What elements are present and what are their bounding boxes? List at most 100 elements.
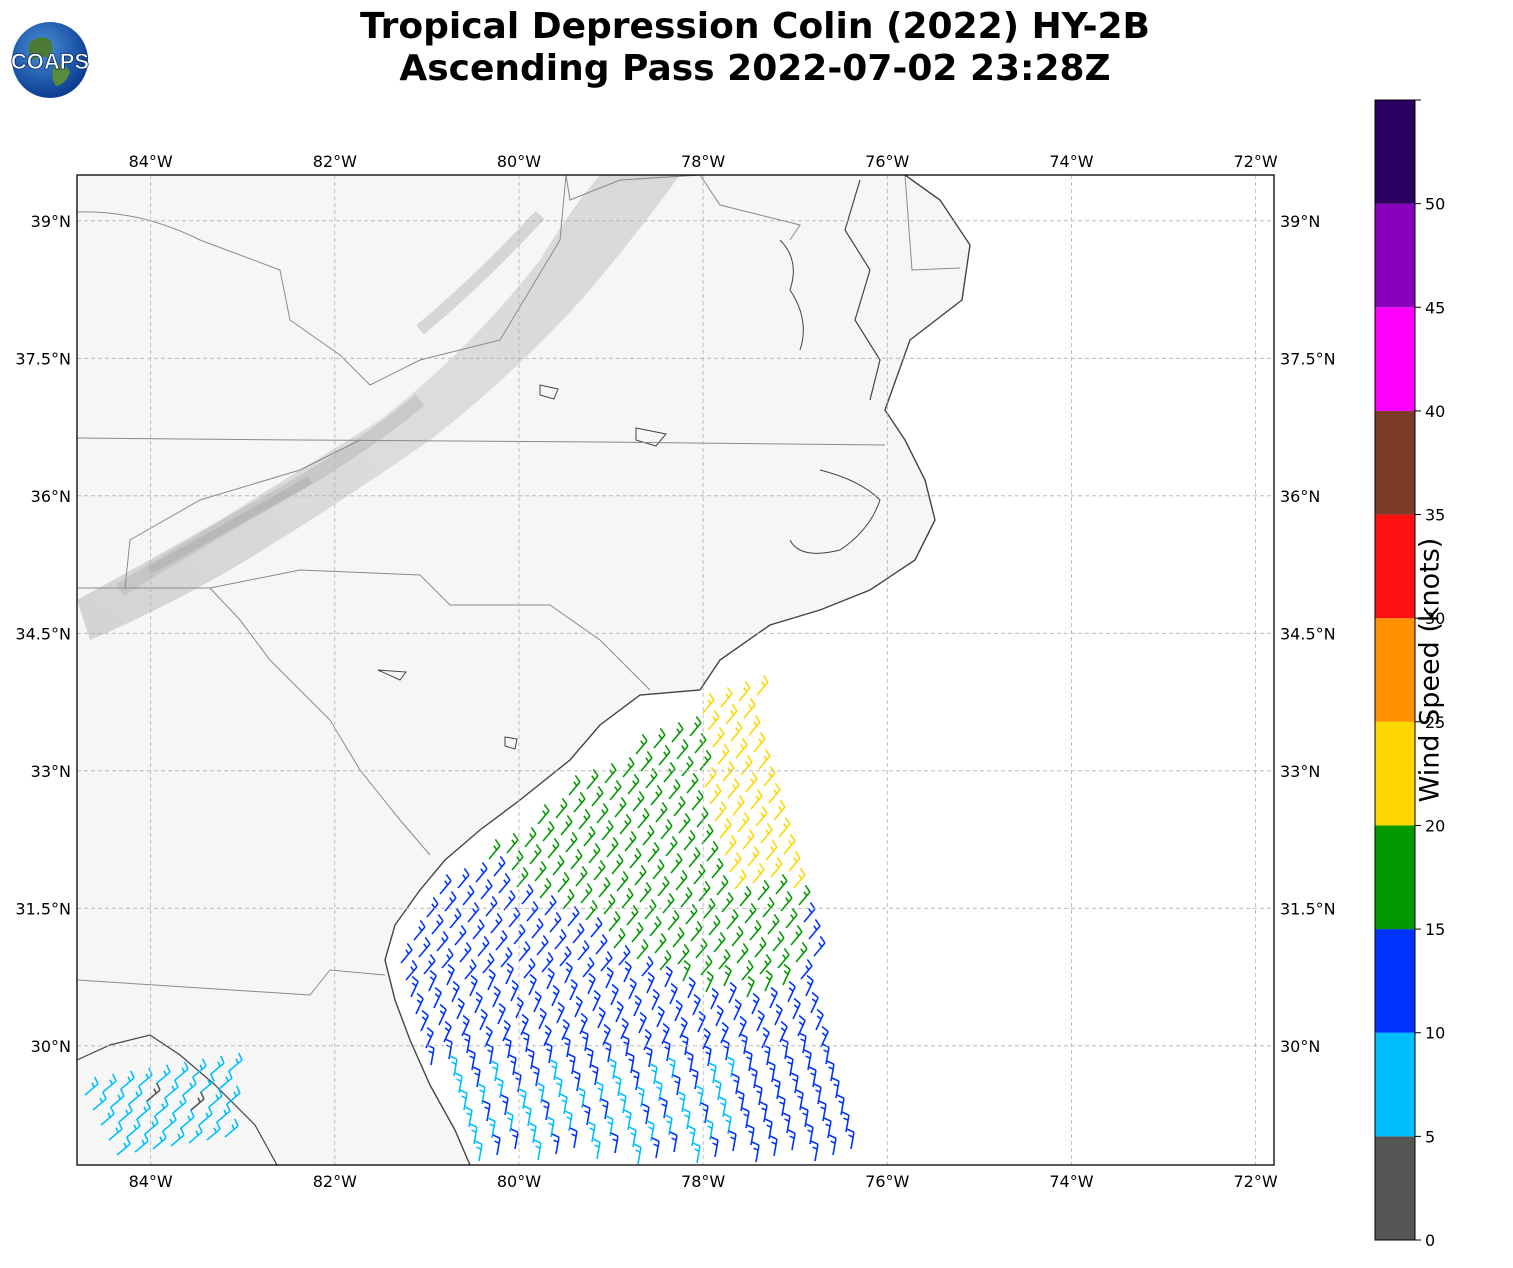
- wind-barb: [631, 1069, 640, 1091]
- lon-tick-label-bottom: 84°W: [129, 1172, 173, 1191]
- wind-barb: [479, 1008, 488, 1031]
- wind-barb: [444, 890, 457, 912]
- wind-barb: [683, 829, 696, 851]
- wind-barb: [582, 1104, 591, 1126]
- wind-barb: [706, 840, 719, 862]
- wind-barb: [474, 991, 483, 1014]
- wind-barb: [585, 1047, 594, 1069]
- wind-barb: [518, 1088, 527, 1110]
- wind-barb: [719, 817, 732, 839]
- wind-barb: [813, 935, 826, 957]
- wind-barb: [534, 860, 547, 882]
- wind-barb: [628, 977, 637, 1000]
- wind-barb: [446, 963, 455, 986]
- colorbar-tick-label: 50: [1425, 195, 1445, 214]
- colorbar-tick-label: 45: [1425, 298, 1445, 317]
- wind-barb: [454, 1072, 463, 1094]
- figure-title-line2: Ascending Pass 2022-07-02 23:28Z: [399, 48, 1111, 89]
- colorbar-tick-label: 5: [1425, 1127, 1435, 1146]
- wind-barb: [591, 785, 604, 807]
- wind-barb: [621, 887, 634, 909]
- wind-barb: [733, 998, 742, 1021]
- wind-barb: [462, 1032, 471, 1054]
- wind-barb: [790, 1072, 799, 1094]
- wind-barb: [765, 839, 778, 861]
- wind-barb: [523, 1105, 532, 1127]
- wind-barb: [744, 1050, 753, 1072]
- wind-barb: [700, 954, 713, 976]
- colorbar-tick-label: 35: [1425, 506, 1445, 525]
- wind-barb: [120, 1070, 135, 1090]
- wind-barb: [498, 872, 511, 894]
- wind-barb: [749, 1067, 758, 1089]
- lat-tick-label-left: 34.5°N: [15, 624, 71, 643]
- wind-barb: [808, 918, 821, 940]
- wind-barb: [626, 1052, 635, 1074]
- wind-barb: [628, 1126, 637, 1148]
- wind-barb: [418, 936, 431, 958]
- map-frame: [76, 174, 1275, 1166]
- wind-barb: [531, 1065, 540, 1087]
- wind-barb: [731, 1073, 740, 1095]
- wind-barb: [703, 1045, 712, 1067]
- wind-barb: [846, 1128, 855, 1150]
- wind-barb: [451, 980, 460, 1003]
- wind-barb: [668, 778, 681, 800]
- wind-barb: [577, 1087, 586, 1109]
- wind-barb: [805, 974, 814, 997]
- wind-barb: [658, 744, 671, 766]
- wind-barb: [782, 963, 791, 986]
- wind-barb: [660, 818, 673, 840]
- wind-barb: [738, 680, 751, 702]
- wind-barb: [670, 852, 683, 874]
- wind-barb: [662, 1040, 671, 1062]
- map-gridlines: [77, 175, 1274, 1165]
- wind-barb: [482, 952, 495, 974]
- wind-barb: [555, 797, 568, 819]
- wind-barb: [675, 869, 688, 891]
- wind-barb: [787, 980, 796, 1003]
- wind-barb: [828, 1134, 837, 1156]
- wind-barb: [608, 910, 621, 932]
- wind-barb: [449, 907, 462, 929]
- wind-barb: [420, 1009, 429, 1032]
- wind-barb: [464, 958, 477, 980]
- wind-barb: [713, 931, 726, 953]
- wind-barb: [539, 877, 552, 899]
- wind-barb: [651, 1137, 660, 1159]
- wind-barb: [702, 692, 715, 714]
- wind-barb: [604, 762, 617, 784]
- wind-barb: [810, 991, 819, 1014]
- wind-barb: [487, 1117, 496, 1139]
- wind-barb: [559, 945, 572, 967]
- wind-barb: [588, 842, 601, 864]
- wind-barb: [769, 1135, 778, 1157]
- wind-barb: [598, 876, 611, 898]
- colorbar-bin: [1375, 100, 1415, 204]
- wind-barb: [554, 1076, 563, 1098]
- wind-barb: [472, 918, 485, 940]
- wind-barb: [467, 901, 480, 923]
- colorbar-bin: [1375, 203, 1415, 308]
- wind-barb: [144, 1115, 159, 1135]
- wind-barb: [490, 912, 503, 934]
- wind-barb: [531, 917, 544, 939]
- wind-barb: [565, 831, 578, 853]
- wind-barb: [126, 1118, 141, 1138]
- wind-barb: [92, 1091, 107, 1111]
- wind-barb: [614, 796, 627, 818]
- wind-barb: [730, 720, 743, 742]
- wind-barb: [564, 1110, 573, 1132]
- wind-barb: [728, 1130, 737, 1152]
- wind-barb: [528, 1122, 537, 1144]
- wind-barb: [216, 1103, 231, 1123]
- wind-barb: [823, 1117, 832, 1139]
- wind-barb: [772, 1078, 781, 1100]
- wind-barb: [787, 1129, 796, 1151]
- wind-barb: [659, 949, 672, 971]
- wind-barb: [567, 1053, 576, 1075]
- wind-barb: [608, 1058, 617, 1080]
- wind-barb: [492, 1134, 501, 1156]
- wind-barb: [541, 951, 554, 973]
- lat-tick-label-right: 39°N: [1280, 212, 1320, 231]
